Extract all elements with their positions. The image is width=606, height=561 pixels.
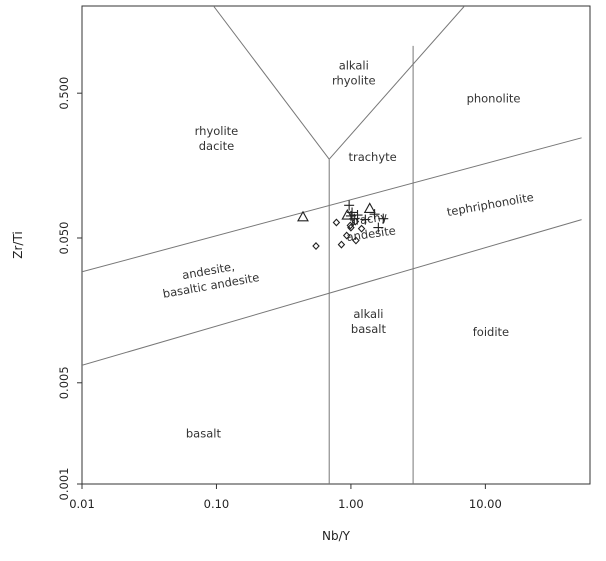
- x-axis: 0.01 0.10 1.00 10.00: [69, 484, 502, 511]
- diamond-marker: [347, 223, 355, 232]
- diamond-marker: [346, 221, 355, 230]
- x-tick-label: 0.01: [69, 497, 95, 511]
- x-tick-label: 10.00: [469, 497, 502, 511]
- diamond-marker: [332, 218, 341, 227]
- diamond-marker: [312, 242, 320, 251]
- plus-marker: [373, 222, 384, 233]
- diamond-marker: [352, 236, 360, 245]
- field-label: foidite: [473, 325, 509, 339]
- y-axis-title: Zr/Ti: [11, 231, 25, 259]
- field-label: phonolite: [467, 92, 521, 106]
- field-label: trachyte: [348, 150, 396, 164]
- field-label: andesite,basaltic andesite: [159, 255, 260, 301]
- y-tick-label: 0.005: [57, 366, 71, 399]
- triangle-marker: [363, 202, 376, 213]
- diamond-marker: [351, 217, 360, 226]
- y-tick-label: 0.001: [57, 468, 71, 501]
- diamond-marker: [342, 231, 351, 240]
- field-label: alkali basalt: [351, 307, 387, 336]
- field-label: basalt: [186, 426, 222, 440]
- plus-marker: [352, 210, 363, 221]
- x-tick-label: 0.10: [204, 497, 230, 511]
- diamond-marker: [337, 240, 346, 249]
- boundary-lower-band: [82, 219, 582, 366]
- plus-marker: [360, 214, 371, 225]
- boundary-alkali-rhyolite-left: [213, 6, 330, 160]
- boundary-alkali-rhyolite-right: [328, 6, 465, 160]
- data-markers: [297, 200, 389, 251]
- y-axis: 0.001 0.005 0.050 0.500: [57, 77, 82, 501]
- field-boundaries: [82, 6, 582, 484]
- x-tick-label: 1.00: [338, 497, 364, 511]
- plus-marker: [378, 213, 389, 224]
- triangle-marker: [341, 208, 354, 220]
- field-label: rhyolite dacite: [195, 124, 239, 153]
- plus-marker: [344, 200, 355, 211]
- y-tick-label: 0.050: [57, 222, 71, 255]
- plus-marker: [369, 209, 380, 220]
- triangle-marker: [297, 210, 309, 222]
- x-axis-title: Nb/Y: [322, 529, 351, 543]
- boundary-upper-band: [82, 137, 582, 273]
- diamond-marker: [357, 224, 366, 233]
- plot-frame: [81, 5, 591, 485]
- field-label: tephriphonolite: [446, 190, 535, 219]
- y-tick-label: 0.500: [57, 77, 71, 110]
- field-label: alkali rhyolite: [332, 59, 376, 88]
